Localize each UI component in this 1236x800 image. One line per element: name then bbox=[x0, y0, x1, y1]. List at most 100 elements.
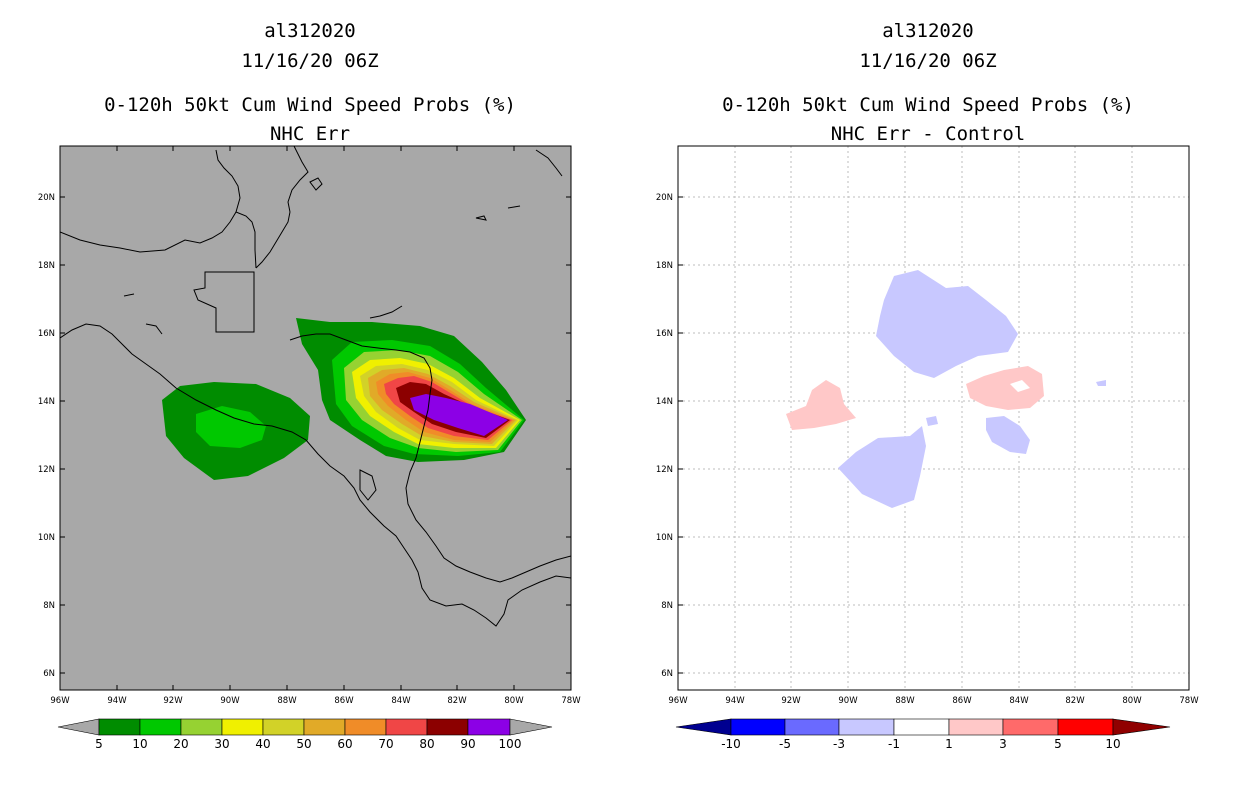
colorbar-label: -10 bbox=[721, 737, 741, 751]
colorbar-label: 90 bbox=[460, 737, 475, 751]
colorbar-label: 20 bbox=[173, 737, 188, 751]
colorbar-swatch-10 bbox=[139, 718, 182, 736]
colorbar-swatch-80 bbox=[426, 718, 469, 736]
left-lon-label: 82W bbox=[447, 696, 467, 706]
left-lat-axis: 20N 18N 16N 14N 12N 10N 8N 6N bbox=[38, 193, 571, 679]
colorbar-under-arrow bbox=[57, 718, 100, 736]
left-lon-label: 80W bbox=[504, 696, 524, 706]
colorbar-label: 5 bbox=[95, 737, 103, 751]
neg1-small-area bbox=[926, 416, 938, 426]
left-lon-label: 94W bbox=[107, 696, 127, 706]
right-colorbar: -10 -5 -3 -1 1 3 5 10 bbox=[675, 718, 1171, 751]
colorbar-label: 50 bbox=[296, 737, 311, 751]
left-probability-contours bbox=[162, 318, 526, 480]
colorbar-over-arrow bbox=[509, 718, 553, 736]
zero-hole bbox=[1010, 380, 1030, 392]
left-subtitle: NHC Err bbox=[270, 123, 350, 145]
pos1-west-area bbox=[786, 380, 856, 430]
colorbar-label: 40 bbox=[255, 737, 270, 751]
colorbar-swatch-neg3 bbox=[784, 718, 840, 736]
left-datetime: 11/16/20 06Z bbox=[241, 50, 378, 72]
colorbar-swatch-90 bbox=[467, 718, 511, 736]
right-title: 0-120h 50kt Cum Wind Speed Probs (%) bbox=[722, 94, 1134, 116]
colorbar-swatch-40 bbox=[262, 718, 305, 736]
right-lon-label: 80W bbox=[1122, 696, 1142, 706]
colorbar-swatch-zero bbox=[893, 718, 950, 736]
left-lon-label: 96W bbox=[50, 696, 70, 706]
colorbar-label: -1 bbox=[888, 737, 900, 751]
right-panel: al312020 11/16/20 06Z 0-120h 50kt Cum Wi… bbox=[656, 20, 1199, 751]
colorbar-label: 30 bbox=[214, 737, 229, 751]
right-map-frame bbox=[677, 145, 1190, 691]
right-datetime: 11/16/20 06Z bbox=[859, 50, 996, 72]
pos1-east-area bbox=[966, 366, 1044, 410]
colorbar-swatch-neg1 bbox=[838, 718, 895, 736]
left-title: 0-120h 50kt Cum Wind Speed Probs (%) bbox=[104, 94, 516, 116]
right-lon-label: 78W bbox=[1179, 696, 1199, 706]
left-lat-label: 10N bbox=[38, 533, 55, 543]
left-colorbar: 5 10 20 30 40 50 60 70 80 90 100 bbox=[57, 718, 553, 751]
right-lat-label: 8N bbox=[661, 601, 673, 611]
right-lat-label: 10N bbox=[656, 533, 673, 543]
colorbar-swatch-50 bbox=[303, 718, 346, 736]
right-lat-label: 12N bbox=[656, 465, 673, 475]
colorbar-label: 100 bbox=[499, 737, 522, 751]
colorbar-label: -3 bbox=[833, 737, 845, 751]
right-lon-label: 90W bbox=[838, 696, 858, 706]
right-lat-label: 16N bbox=[656, 329, 673, 339]
right-lon-label: 84W bbox=[1009, 696, 1029, 706]
colorbar-arrow-pos10 bbox=[1112, 718, 1171, 736]
colorbar-swatch-5 bbox=[98, 718, 141, 736]
left-lon-label: 78W bbox=[561, 696, 581, 706]
left-lon-label: 86W bbox=[334, 696, 354, 706]
colorbar-label: 1 bbox=[945, 737, 953, 751]
contour-90 bbox=[410, 394, 508, 436]
colorbar-label: 60 bbox=[337, 737, 352, 751]
right-lon-label: 86W bbox=[952, 696, 972, 706]
right-lat-label: 6N bbox=[661, 669, 673, 679]
left-panel: al312020 11/16/20 06Z 0-120h 50kt Cum Wi… bbox=[38, 20, 581, 751]
neg1-east-area bbox=[986, 416, 1030, 454]
right-lat-label: 20N bbox=[656, 193, 673, 203]
colorbar-swatch-neg5 bbox=[730, 718, 786, 736]
left-lat-label: 20N bbox=[38, 193, 55, 203]
colorbar-swatch-pos5 bbox=[1057, 718, 1114, 736]
left-lat-label: 12N bbox=[38, 465, 55, 475]
right-lon-label: 92W bbox=[781, 696, 801, 706]
right-lon-label: 88W bbox=[895, 696, 915, 706]
right-subtitle: NHC Err - Control bbox=[831, 123, 1025, 145]
right-lat-label: 14N bbox=[656, 397, 673, 407]
right-lon-label: 82W bbox=[1065, 696, 1085, 706]
right-lon-axis: 96W 94W 92W 90W 88W 86W 84W 82W 80W 78W bbox=[668, 696, 1199, 706]
colorbar-label: 5 bbox=[1054, 737, 1062, 751]
colorbar-label: 3 bbox=[999, 737, 1007, 751]
colorbar-arrow-neg10 bbox=[675, 718, 732, 736]
right-difference-contours bbox=[786, 270, 1106, 508]
colorbar-label: 10 bbox=[132, 737, 147, 751]
left-lat-label: 16N bbox=[38, 329, 55, 339]
colorbar-swatch-30 bbox=[221, 718, 264, 736]
left-map-frame bbox=[59, 145, 572, 691]
colorbar-label: 10 bbox=[1105, 737, 1120, 751]
colorbar-label: 70 bbox=[378, 737, 393, 751]
right-lon-label: 96W bbox=[668, 696, 688, 706]
right-lon-label: 94W bbox=[725, 696, 745, 706]
neg1-dot-area bbox=[1096, 380, 1106, 386]
left-lon-label: 90W bbox=[220, 696, 240, 706]
neg1-south-area bbox=[838, 426, 926, 508]
left-lat-label: 6N bbox=[43, 669, 55, 679]
right-lat-axis: 20N 18N 16N 14N 12N 10N 8N 6N bbox=[656, 193, 683, 679]
left-lon-label: 88W bbox=[277, 696, 297, 706]
contour-10-west bbox=[196, 406, 266, 448]
colorbar-label: 80 bbox=[419, 737, 434, 751]
left-lat-label: 18N bbox=[38, 261, 55, 271]
neg1-north-area bbox=[876, 270, 1018, 378]
colorbar-swatch-20 bbox=[180, 718, 223, 736]
colorbar-swatch-70 bbox=[385, 718, 428, 736]
colorbar-swatch-pos1 bbox=[948, 718, 1004, 736]
right-lat-label: 18N bbox=[656, 261, 673, 271]
left-storm-id: al312020 bbox=[264, 20, 356, 42]
left-lon-axis: 96W 94W 92W 90W 88W 86W 84W 82W 80W 78W bbox=[50, 146, 581, 706]
colorbar-label: -5 bbox=[779, 737, 791, 751]
